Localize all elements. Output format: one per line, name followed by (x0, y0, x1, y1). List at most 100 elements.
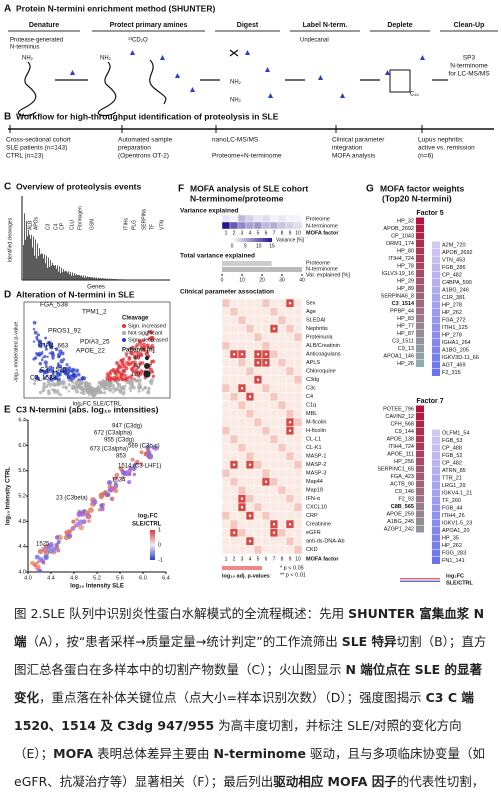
x-tick-label: 1 (225, 556, 228, 562)
row-label: C3dg (306, 377, 319, 383)
point (103, 391, 107, 395)
heat-cell (269, 358, 279, 368)
x-tick-label: 5.6 (116, 575, 124, 581)
point (44, 345, 48, 349)
label: log₂FC (138, 514, 158, 520)
point (99, 503, 104, 508)
step-text: CTRL (n=23) (6, 153, 44, 160)
bar (37, 243, 38, 280)
label: 120 (131, 371, 140, 377)
heat-cell (245, 477, 255, 487)
bar (80, 276, 81, 280)
legend-dot (122, 338, 126, 342)
bar (30, 238, 31, 280)
weight-bar (432, 429, 440, 437)
label: 5 (257, 230, 260, 236)
label: Proteome (306, 260, 330, 266)
weight-label: IGHA1_264 (442, 340, 471, 346)
label: 4 (249, 230, 252, 236)
point (59, 393, 63, 397)
weight-label: IGKV3D-11_66 (442, 355, 479, 361)
label: N-terminome (306, 223, 338, 229)
heat-cell (285, 502, 295, 512)
point (67, 372, 70, 375)
point (139, 369, 144, 374)
bar (92, 277, 93, 280)
heat-cell (229, 324, 239, 334)
caption-text: 驱动，且与多项临床协变量（如 eGFR、抗凝治疗等）显著相关（F）；最后列出 (14, 746, 486, 789)
heat-cell (293, 443, 303, 453)
bar (106, 278, 107, 280)
heat-cell (245, 214, 255, 223)
heat-cell (269, 375, 279, 385)
label: 0 (231, 243, 234, 249)
point-label: 673 (C3alpha) (90, 447, 128, 453)
bar (31, 234, 32, 280)
heat-cell (277, 511, 287, 521)
point (52, 352, 55, 355)
point (57, 362, 60, 365)
weight-bar (432, 264, 440, 271)
y-tick-label: 4.8 (18, 519, 26, 525)
label: Patients [n] (122, 348, 155, 354)
label: SLE/CTRL (132, 522, 162, 528)
heat-cell (261, 221, 271, 230)
weight-label: F2_93 (398, 496, 414, 502)
bar (40, 254, 41, 280)
tag (318, 75, 323, 80)
heat-cell (253, 298, 263, 308)
step-text: integration (332, 145, 363, 152)
point (108, 389, 112, 393)
row-label: MBL (306, 411, 317, 417)
row-label: Map44 (306, 479, 323, 485)
heat-cell (221, 451, 231, 461)
label: Cleavage (122, 316, 149, 322)
point (143, 386, 147, 389)
star (272, 531, 276, 534)
heat-cell (229, 511, 239, 521)
point (121, 363, 124, 367)
point (125, 354, 128, 358)
weight-bar (432, 549, 440, 557)
point (101, 383, 107, 388)
label: -1 (158, 557, 163, 563)
gene-label: CP (59, 222, 65, 230)
heat-cell (261, 434, 271, 444)
weight-bar (432, 346, 440, 354)
x-tick-label: 5 (257, 556, 260, 562)
point (48, 366, 51, 369)
heat-cell (261, 468, 271, 478)
label: for LC-MS/MS (448, 71, 490, 78)
row-label: Chloroquine (306, 369, 336, 375)
row-label: C4 (306, 394, 313, 400)
legend-dot (122, 331, 126, 335)
heat-cell (261, 485, 271, 495)
heat-cell (269, 341, 279, 351)
heat-cell (261, 528, 271, 538)
bar (99, 278, 100, 280)
point (129, 378, 134, 383)
label: C₁₆ (410, 92, 419, 98)
bar (51, 265, 52, 280)
bar (123, 279, 124, 280)
label: SLE/CTRL (446, 580, 474, 586)
point (38, 361, 43, 366)
step-label: Digest (237, 22, 259, 29)
bar (76, 274, 77, 280)
weight-bar (416, 337, 424, 345)
heat-cell (221, 485, 231, 495)
weight-bar (416, 503, 424, 510)
heat-cell (229, 443, 239, 453)
bar (41, 253, 42, 280)
heat-cell (277, 298, 287, 308)
point (127, 469, 132, 474)
panel-title: (Top20 N-termini) (382, 193, 452, 203)
point (109, 369, 113, 374)
weight-label: C9_146 (395, 489, 414, 495)
heat-cell (245, 494, 255, 504)
point (65, 363, 69, 367)
heat-cell (293, 400, 303, 410)
weight-bar (432, 512, 440, 519)
label: 30 (279, 277, 285, 283)
x-tick-label: 5.2 (93, 575, 101, 581)
